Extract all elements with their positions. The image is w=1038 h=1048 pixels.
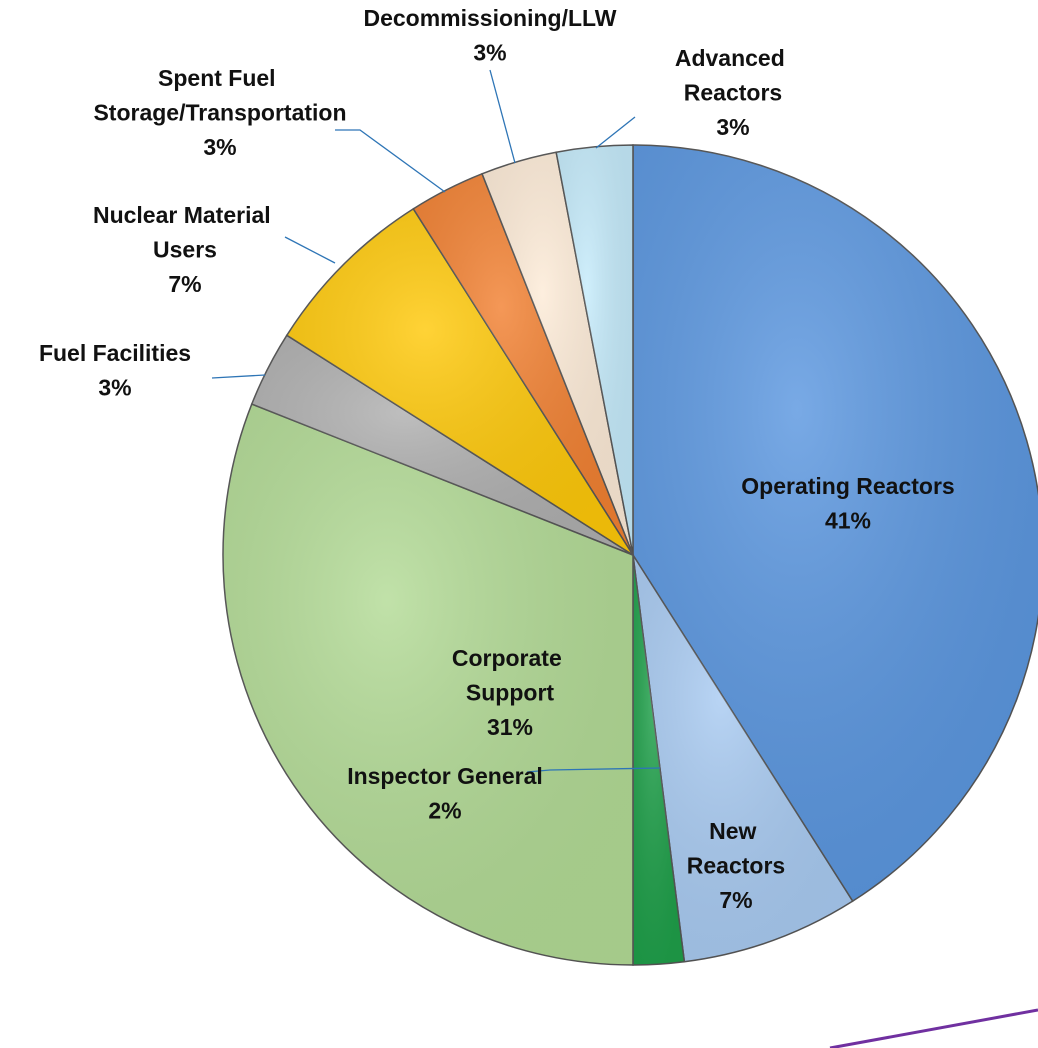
label-line: New <box>709 818 763 844</box>
slice-label: Operating Reactors <box>741 473 954 499</box>
label-line: Support <box>466 680 554 706</box>
value-label: 2% <box>428 798 461 824</box>
slice-label: Advanced Reactors <box>675 45 791 106</box>
label-line: Inspector General <box>347 763 543 789</box>
value-label: 3% <box>98 375 131 401</box>
label-line: Reactors <box>687 853 785 879</box>
label-line: Nuclear Material <box>93 202 277 228</box>
value-label: 41% <box>825 508 871 534</box>
leader-line <box>595 116 636 149</box>
slice-label: Fuel Facilities <box>39 340 191 366</box>
slice-label: Nuclear Material Users <box>93 202 277 263</box>
value-label: 3% <box>716 114 749 140</box>
slice-label: Inspector General <box>347 763 543 789</box>
label-line: Operating Reactors <box>741 473 954 499</box>
slice-label: New Reactors <box>687 818 785 879</box>
value-label: 7% <box>168 271 201 297</box>
label-line: Users <box>153 237 217 263</box>
slice-label: Corporate Support <box>452 645 568 706</box>
leader-line <box>526 767 661 773</box>
decor-line <box>829 1008 1038 1048</box>
label-line: Advanced <box>675 45 791 71</box>
leader-line <box>489 69 516 164</box>
label-line: Storage/Transportation <box>93 100 346 126</box>
value-label: 31% <box>487 714 533 740</box>
leader-line <box>335 129 446 193</box>
label-line: Corporate <box>452 645 568 671</box>
value-label: 3% <box>473 40 506 66</box>
label-line: Reactors <box>684 80 782 106</box>
pie <box>222 144 1038 966</box>
slice-label: Decommissioning/LLW <box>363 5 616 31</box>
leader-line <box>211 374 266 379</box>
label-line: Spent Fuel <box>158 65 282 91</box>
slice-label: Spent Fuel Storage/Transportation <box>93 65 346 126</box>
leader-line <box>284 236 336 264</box>
label-line: Decommissioning/LLW <box>363 5 616 31</box>
value-label: 7% <box>719 887 752 913</box>
label-line: Fuel Facilities <box>39 340 191 366</box>
value-label: 3% <box>203 134 236 160</box>
